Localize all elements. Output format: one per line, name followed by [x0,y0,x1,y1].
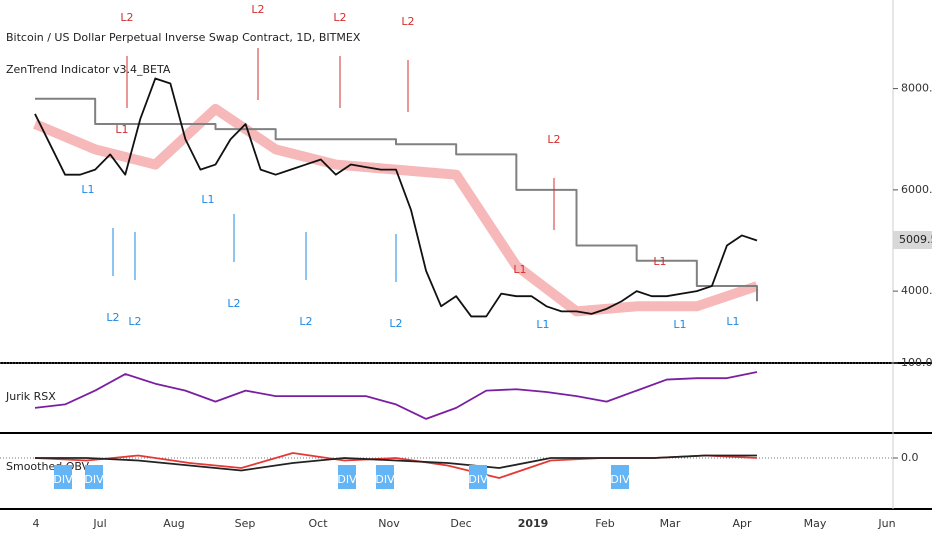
pane-title: Jurik RSX [5,390,56,403]
x-tick-label: Feb [595,517,614,530]
div-label: DIV [375,473,395,486]
x-tick-label: Jul [92,517,106,530]
series-line [34,371,758,420]
price-tag [893,231,932,250]
div-badge [54,465,72,489]
y-tick-label: 100.0 [901,356,932,369]
signal-label: L2 [106,311,119,324]
series-line [34,77,758,318]
signal-label: L1 [201,193,214,206]
signal-label: L2 [120,11,133,24]
x-tick-label: Sep [235,517,256,530]
signal-label: L1 [673,318,686,331]
signal-label: L1 [81,183,94,196]
x-tick-label: Nov [378,517,400,530]
signal-label: L2 [251,3,264,16]
signal-label: L2 [333,11,346,24]
signal-label: L1 [115,123,128,136]
pane-title: Smoothed OBV [6,460,90,473]
series-line [35,454,757,472]
div-label: DIV [53,473,73,486]
y-tick-label: 8000.0 [901,82,932,95]
y-tick-label: 0.0 [901,451,919,464]
y-tick-label: 6000.0 [901,183,932,196]
price-tag-label: 5009.5 [899,233,932,246]
signal-label: L2 [389,317,402,330]
div-badge [376,465,394,489]
signal-label: L2 [128,315,141,328]
signal-label: L1 [513,263,526,276]
x-tick-label: Apr [732,517,752,530]
pane-subtitle: ZenTrend Indicator v3.4_BETA [6,63,171,76]
signal-label: L1 [536,318,549,331]
signal-label: L2 [227,297,240,310]
div-badge [611,465,629,489]
x-tick-label: 4 [33,517,40,530]
signal-label: L2 [401,15,414,28]
x-tick-label: May [804,517,827,530]
div-label: DIV [610,473,630,486]
x-tick-label: 2019 [518,517,549,530]
x-tick-label: Aug [163,517,184,530]
pane-title: Bitcoin / US Dollar Perpetual Inverse Sw… [6,31,361,44]
signal-label: L2 [299,315,312,328]
signal-label: L1 [653,255,666,268]
div-label: DIV [468,473,488,486]
div-badge [338,465,356,489]
div-label: DIV [337,473,357,486]
signal-label: L2 [547,133,560,146]
x-tick-label: Oct [308,517,328,530]
x-tick-label: Jun [877,517,895,530]
div-badge [85,465,103,489]
x-tick-label: Mar [660,517,681,530]
signal-label: L1 [726,315,739,328]
y-tick-label: 4000.0 [901,284,932,297]
series-line [35,97,758,302]
x-tick-label: Dec [450,517,471,530]
div-label: DIV [84,473,104,486]
div-badge [469,465,487,489]
